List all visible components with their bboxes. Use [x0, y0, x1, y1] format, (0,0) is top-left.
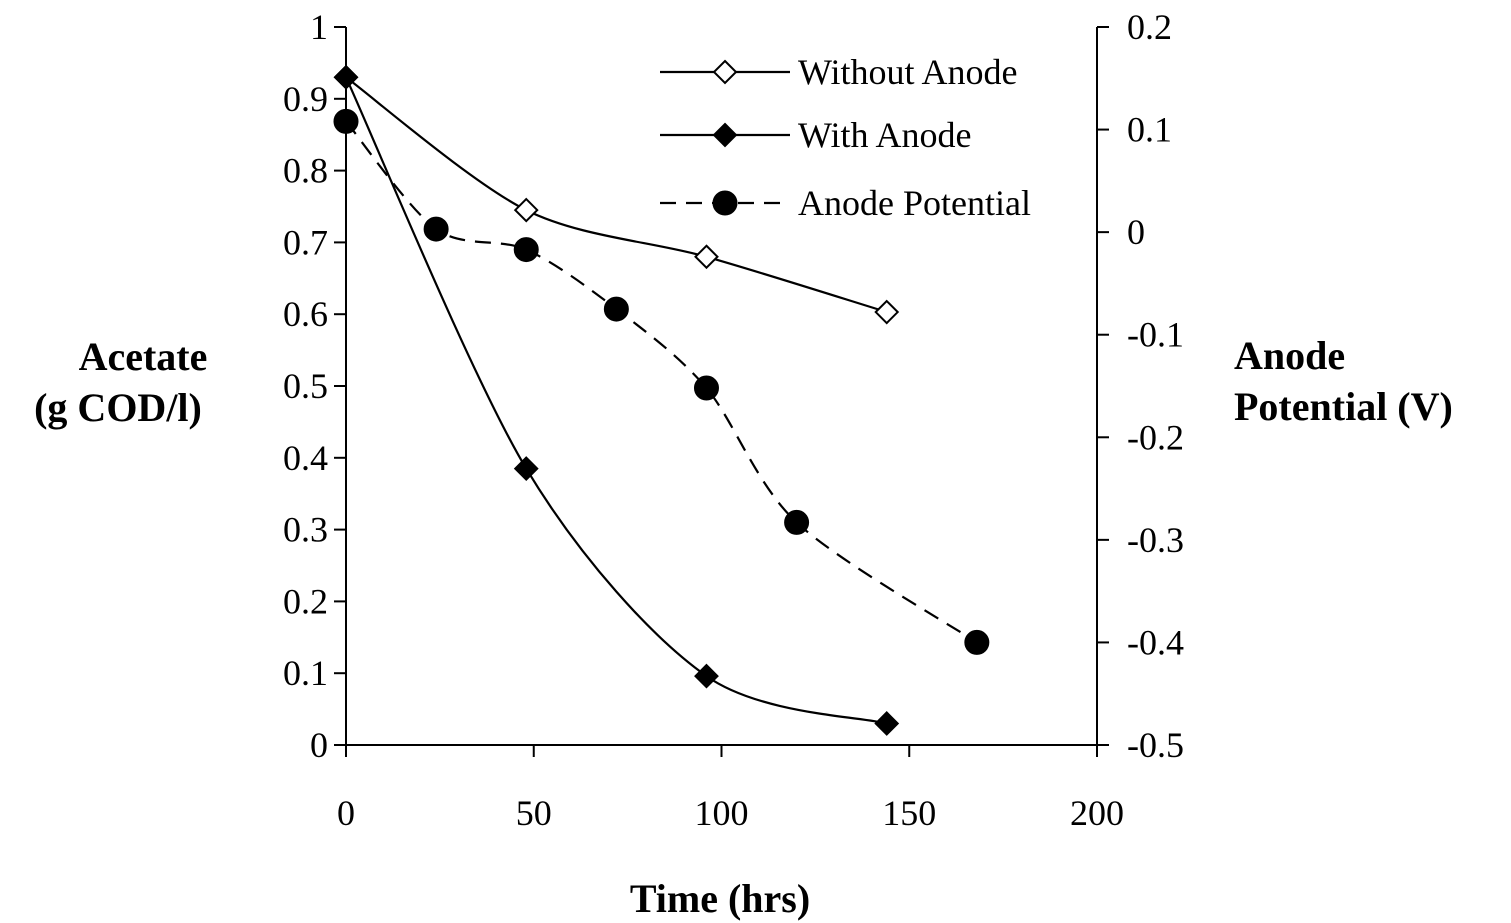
x-tick-label: 200 [1070, 793, 1124, 833]
axes: 0 0.1 0.2 0.3 0.4 0.5 0.6 0.7 0.8 0.9 1 -0.5 -0.4 -0.… [283, 7, 1184, 833]
y2-axis-title-line2: Potential (V) [1234, 384, 1453, 429]
legend-marker [712, 122, 738, 148]
legend-item: Without Anode [660, 52, 1018, 92]
y2-tick-label: -0.5 [1127, 725, 1184, 765]
y2-tick-label: 0 [1127, 212, 1145, 252]
y-tick-label: 0.5 [283, 366, 328, 406]
legend: Without Anode With Anode Anode Potential [660, 52, 1031, 223]
y-tick-label: 1 [310, 7, 328, 47]
y-tick-label: 0.6 [283, 294, 328, 334]
legend-label: Anode Potential [798, 183, 1031, 223]
legend-label: Without Anode [798, 52, 1018, 92]
data-point [423, 216, 449, 242]
y-tick-label: 0.8 [283, 151, 328, 191]
plot-area [333, 64, 990, 736]
y-axis-title-line2: (g COD/l) [34, 385, 202, 430]
data-point [333, 108, 359, 134]
y2-tick-label: -0.1 [1127, 315, 1184, 355]
y-tick-label: 0.2 [283, 581, 328, 621]
data-point [784, 509, 810, 535]
series-anode-potential [333, 108, 990, 655]
y-tick-label: 0.1 [283, 653, 328, 693]
x-tick-label: 0 [337, 793, 355, 833]
y-axis-title-line1: Acetate [79, 334, 208, 379]
y-tick-label: 0.9 [283, 79, 328, 119]
y-tick-label: 0.4 [283, 438, 328, 478]
y2-tick-label: -0.3 [1127, 520, 1184, 560]
data-point [964, 629, 990, 655]
y-tick-label: 0.7 [283, 222, 328, 262]
x-axis-title: Time (hrs) [630, 876, 810, 921]
data-point [333, 64, 359, 90]
data-point [694, 663, 719, 689]
series-line [345, 76, 888, 314]
legend-item: With Anode [660, 115, 972, 155]
y2-tick-label: 0.2 [1127, 7, 1172, 47]
x-tick-label: 50 [516, 793, 552, 833]
legend-marker [712, 190, 738, 216]
data-point [874, 299, 900, 325]
x-tick-label: 100 [695, 793, 749, 833]
legend-label: With Anode [798, 115, 972, 155]
data-point [513, 237, 539, 263]
y2-axis-title-line1: Anode [1234, 333, 1345, 378]
y2-tick-label: -0.4 [1127, 622, 1184, 662]
data-point [603, 296, 629, 322]
axis-titles: Time (hrs) Acetate (g COD/l) Anode Poten… [34, 333, 1453, 921]
y2-tick-label: -0.2 [1127, 417, 1184, 457]
series-with-anode [333, 64, 900, 736]
data-point [513, 197, 539, 223]
y-tick-label: 0.3 [283, 510, 328, 550]
data-point [874, 711, 900, 736]
legend-marker [712, 59, 738, 85]
data-point [694, 244, 719, 270]
data-point [513, 456, 539, 481]
y-tick-label: 0 [310, 725, 328, 765]
series-line [345, 76, 887, 725]
x-tick-label: 150 [882, 793, 936, 833]
legend-item: Anode Potential [660, 183, 1031, 223]
data-point [693, 375, 719, 401]
y2-tick-label: 0.1 [1127, 110, 1172, 150]
